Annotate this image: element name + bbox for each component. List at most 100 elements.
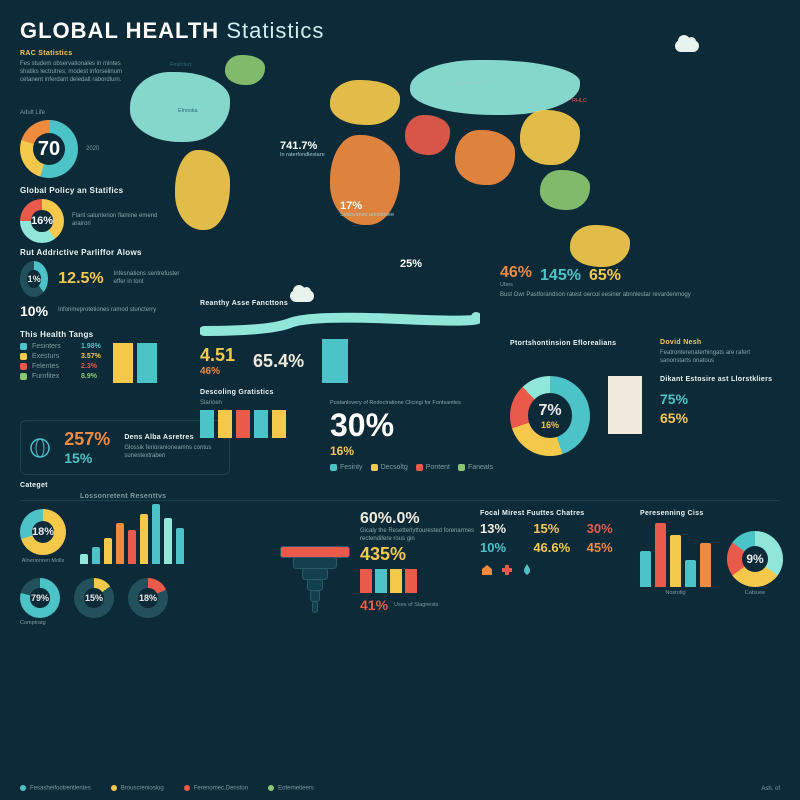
legend-item: Pontent (416, 464, 450, 471)
right-pair-value: 75% (660, 391, 772, 407)
map-callout: Udenvesters (455, 80, 486, 86)
lower-far: Peresenning Ciss Nostotig 9% Catsuee (640, 510, 790, 596)
main-stat-value: 70 (20, 120, 78, 178)
health-tag-row: Exesturs3.57% (20, 353, 101, 360)
lower-mid: 60%.0% Gicaly the Resetterlyttourested f… (280, 510, 480, 613)
bar (670, 535, 681, 587)
lower-stat-c: 41% (360, 597, 388, 613)
bottom-left: Categet 18% Alnerionren Molls Lossonrete… (20, 482, 270, 626)
bar (164, 518, 172, 564)
bar (685, 560, 696, 587)
cloud-icon (675, 40, 699, 52)
grid-stat: 10% (480, 540, 523, 555)
bar (104, 538, 112, 564)
lower-stat-a: 60%.0% (360, 510, 480, 528)
addictive-val1: 1% (20, 261, 48, 297)
map-region-east-asia (520, 110, 580, 165)
bar (700, 543, 711, 587)
bar (140, 514, 148, 564)
health-tag-row: Fesinters1.98% (20, 343, 101, 350)
bar (92, 547, 100, 564)
big-donut-sub: 16% (541, 420, 559, 430)
lower-stat-b: 435% (360, 544, 480, 565)
legend-item: Faneats (458, 464, 493, 471)
map-region-russia (410, 60, 580, 115)
lower-people (360, 569, 480, 593)
stat-pair-b: 15% (64, 450, 92, 466)
small-donuts-label: Comptratg (20, 620, 270, 626)
footer-legend: Fesasheifootrentlentes Brouscreniosiog Fer… (20, 785, 314, 792)
person-icon (360, 569, 372, 593)
mid-heading-a: Reanthy Asse Fancttons (200, 300, 480, 307)
grid-stat: 30% (587, 521, 630, 536)
map-region-europe (330, 80, 400, 125)
legend-item: Fesinty (330, 464, 363, 471)
bar (128, 530, 136, 564)
bar (655, 523, 666, 587)
far-bars (640, 523, 711, 587)
stat-pair-desc: Glossik ferioranioneamns contus sunestex… (124, 445, 221, 461)
health-tags-block: This Health Tangs Fesinters1.98% Exesturs… (20, 330, 210, 383)
map-region-se-asia (540, 170, 590, 210)
big-donut-center: 7% (538, 402, 561, 420)
map-region-north-america (130, 72, 230, 142)
category-donut: 18% (20, 509, 66, 555)
footer-tag: Ash. of (761, 786, 780, 792)
person-icon (272, 410, 286, 438)
main-donut: 70 (20, 120, 78, 178)
person-icon (218, 410, 232, 438)
map-region-south-asia (455, 130, 515, 185)
tower-segment (312, 601, 318, 613)
addictive-donut: 1% (20, 261, 48, 297)
footer-item: Fesasheifootrentlentes (20, 785, 91, 792)
categories-heading: Categet (20, 482, 270, 489)
addictive-val2: 10% (20, 303, 48, 319)
right-stats-row: 46%Ubes145%65% (500, 264, 780, 288)
divider (20, 500, 780, 501)
grid-stat: 13% (480, 521, 523, 536)
person-icon (200, 410, 214, 438)
center-big-block: Pustanlovery of Redoctratione Clicingi f… (330, 400, 500, 471)
big-donut: 7% 16% (510, 376, 590, 456)
category-donut-val: 18% (20, 509, 66, 555)
infographic-canvas: GLOBAL HEALTH Statistics RAC Statistics … (0, 0, 800, 800)
map-region-greenland (225, 55, 265, 85)
person-icon (375, 569, 387, 593)
footer-item: Ferenomec.Denston (184, 785, 248, 792)
map-region-middle-east (405, 115, 450, 155)
far-donut: 9% (727, 531, 783, 587)
mid-big-a-sub: 46% (200, 366, 235, 377)
center-big: 30% (330, 407, 500, 444)
map-callout: 17%Sodovirnes anisdosee (340, 200, 394, 218)
person-icon (236, 410, 250, 438)
category-donut-label: Alnerionren Molls (22, 558, 65, 564)
stat-pair-a: 257% (64, 429, 110, 449)
mid-legend: FesintyDecsoltgPontentFaneats (330, 464, 500, 471)
bars-heading: Lossonretent Resenttvs (80, 493, 184, 500)
grid-stat: 15% (533, 521, 576, 536)
map-callout: RHLC (572, 98, 587, 104)
map-callout: 25% (400, 258, 422, 270)
footer: Fesasheifootrentlentes Brouscreniosiog Fer… (20, 785, 780, 792)
drop-icon (520, 563, 534, 577)
globe-icon (29, 437, 50, 459)
bar (176, 528, 184, 564)
bar (80, 554, 88, 564)
lower-right-grid: Focal Mirest Fuuttes Chatres 13% 15% 30% 10… (480, 510, 630, 577)
far-right-text: Featronterenaterhingats are rafert sanon… (660, 350, 780, 366)
map-callout: Fesintert (170, 62, 191, 68)
map-region-south-america (175, 150, 230, 230)
lower-right-heading: Focal Mirest Fuuttes Chatres (480, 510, 630, 517)
health-tags-heading: This Health Tangs (20, 330, 210, 339)
bar (116, 523, 124, 564)
tower-segment (307, 579, 323, 591)
footer-item: Brouscreniosiog (111, 785, 164, 792)
right-top-stats: 46%Ubes145%65% Bust Owr Pastforandson ra… (500, 264, 780, 300)
far-donut-center: 9% (727, 531, 783, 587)
lower-stat-c-label: Uses of Slagnests (394, 602, 438, 608)
below-heading: Dikant Estosire ast Llorstkliers (660, 376, 772, 383)
center-sub: 16% (330, 444, 500, 458)
right-stat: 65% (589, 267, 621, 285)
tower-segment (280, 546, 350, 558)
right-pair: 75%65% (660, 391, 772, 426)
